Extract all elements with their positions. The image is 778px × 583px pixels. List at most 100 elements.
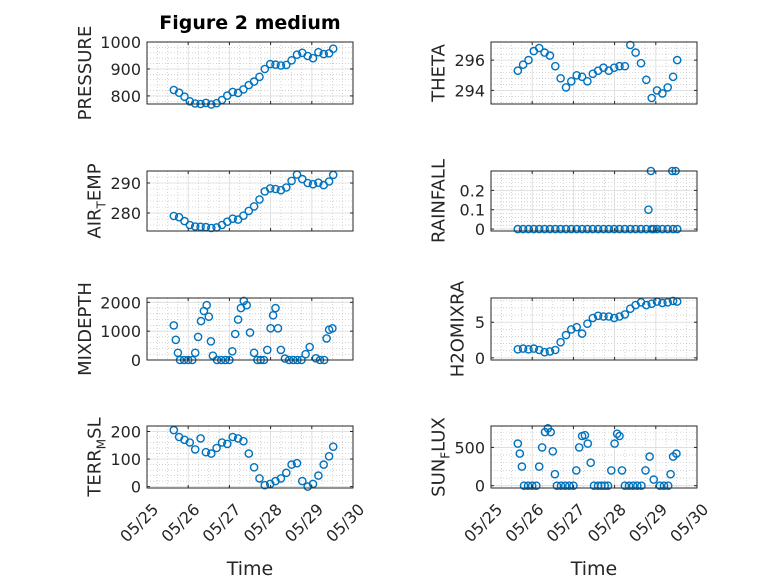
- axes-box: [146, 297, 354, 361]
- data-point: [567, 325, 576, 334]
- data-point: [292, 458, 302, 468]
- data-point: [190, 222, 200, 231]
- data-point: [527, 481, 537, 491]
- data-point: [540, 347, 549, 357]
- y-axis-label: PRESSURE: [75, 26, 96, 121]
- data-point: [663, 83, 673, 92]
- y-tick-label: 500: [454, 438, 485, 457]
- data-point: [567, 77, 576, 86]
- data-point: [588, 224, 598, 234]
- data-point: [599, 224, 608, 234]
- data-point: [287, 56, 296, 65]
- data-point: [609, 63, 619, 72]
- axes-box: [146, 41, 354, 105]
- y-tick-label: 900: [110, 60, 141, 79]
- data-point: [169, 211, 179, 221]
- data-point: [626, 40, 635, 50]
- data-point: [556, 224, 565, 234]
- data-point: [672, 224, 682, 234]
- data-point: [319, 460, 329, 469]
- data-point: [583, 319, 592, 329]
- data-point: [529, 224, 539, 234]
- y-axis-label: SUNFLUX: [429, 417, 453, 497]
- data-point: [609, 313, 619, 323]
- data-point: [655, 481, 665, 491]
- data-point: [583, 77, 592, 86]
- y-tick-label: 1000: [100, 322, 141, 341]
- data-point: [572, 466, 581, 475]
- axes-box: [490, 41, 698, 105]
- data-point: [268, 310, 278, 320]
- data-point: [519, 481, 529, 491]
- data-point: [636, 58, 646, 68]
- data-point: [561, 330, 571, 340]
- data-point: [314, 178, 323, 187]
- data-point: [588, 313, 598, 323]
- data-point: [659, 481, 669, 491]
- x-tick-label: 05/28: [240, 500, 286, 546]
- y-tick-label: 5: [475, 313, 485, 332]
- data-point: [324, 451, 334, 461]
- y-axis-label: H2OMIXRA: [448, 280, 469, 377]
- data-point: [301, 349, 310, 359]
- y-tick-label: 200: [110, 423, 141, 442]
- data-point: [328, 442, 338, 452]
- data-point: [280, 354, 290, 363]
- data-point: [212, 443, 221, 453]
- data-point: [556, 74, 565, 83]
- data-point: [322, 334, 331, 343]
- data-point: [631, 48, 640, 57]
- data-point: [642, 300, 651, 310]
- data-point: [276, 474, 286, 483]
- data-point: [604, 312, 614, 321]
- data-point: [281, 60, 291, 70]
- data-point: [255, 474, 264, 483]
- data-point: [642, 75, 651, 85]
- y-axis-label: AIRTEMP: [85, 163, 109, 238]
- axes-box: [490, 297, 698, 361]
- data-point: [239, 85, 248, 94]
- data-point: [271, 184, 280, 194]
- data-point: [641, 466, 650, 475]
- data-point: [577, 329, 587, 338]
- x-tick-label: 05/26: [157, 500, 203, 546]
- data-point: [647, 299, 657, 309]
- data-point: [540, 224, 549, 234]
- data-point: [276, 345, 286, 355]
- data-point: [518, 60, 528, 69]
- data-point: [560, 481, 570, 491]
- data-point: [328, 323, 337, 333]
- data-point: [204, 312, 214, 322]
- data-point: [534, 224, 544, 234]
- x-tick-label: 05/28: [584, 500, 630, 546]
- x-axis-label-right: Time: [570, 558, 618, 580]
- axes-box: [490, 170, 698, 232]
- data-point: [265, 59, 275, 69]
- data-point: [262, 345, 272, 355]
- data-point: [305, 342, 315, 352]
- data-point: [206, 336, 216, 346]
- x-tick-label: 05/30: [322, 500, 368, 546]
- x-tick-label: 05/29: [625, 500, 671, 546]
- data-point: [607, 466, 616, 475]
- data-point: [319, 49, 329, 59]
- data-point: [292, 50, 302, 60]
- data-point: [314, 471, 323, 480]
- data-point: [628, 481, 638, 491]
- y-tick-label: 0: [475, 349, 485, 368]
- data-point: [230, 329, 240, 339]
- subplot-h2omixra: 0 5 H2OMIXRA: [448, 280, 698, 377]
- data-point: [551, 345, 560, 355]
- data-point: [529, 344, 539, 353]
- data-point: [668, 296, 678, 306]
- y-tick-label: 296: [454, 51, 485, 70]
- data-point: [552, 481, 562, 491]
- y-axis-label: MIXDEPTH: [75, 282, 96, 376]
- data-point: [222, 439, 232, 449]
- data-point: [537, 443, 547, 452]
- y-tick-label: 294: [454, 81, 485, 100]
- data-point: [513, 224, 523, 234]
